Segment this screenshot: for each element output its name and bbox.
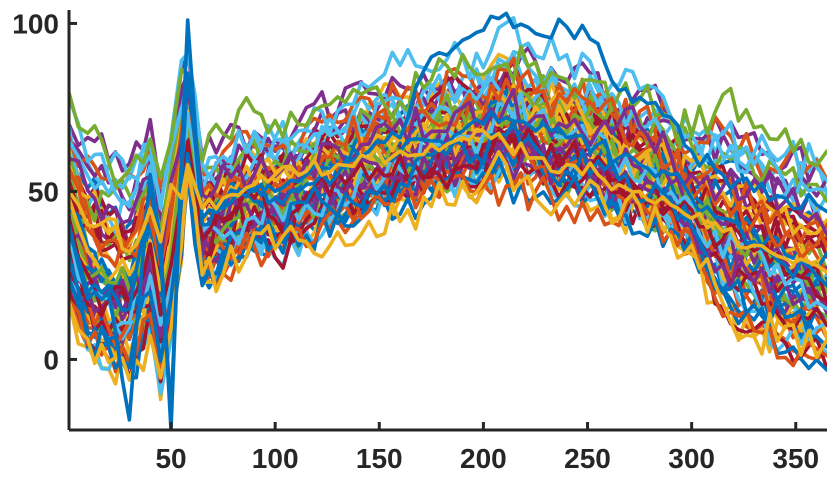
- series-line: [69, 126, 827, 317]
- series-layer: [69, 11, 827, 430]
- highlight-series-line: [69, 127, 827, 274]
- y-tick-label: 50: [28, 176, 59, 207]
- x-tick-label: 50: [155, 443, 186, 474]
- y-tick-label: 0: [43, 344, 59, 375]
- axes: 50 100 150 200 250 300 350 0 50 100: [12, 8, 827, 474]
- y-tick-label: 100: [12, 8, 59, 39]
- x-tick-label: 150: [356, 443, 403, 474]
- series-line: [69, 44, 827, 187]
- x-tick-label: 200: [460, 443, 507, 474]
- x-tick-label: 300: [668, 443, 715, 474]
- x-tick-label: 350: [772, 443, 819, 474]
- x-tick-label: 100: [252, 443, 299, 474]
- highlight-series-line: [69, 11, 827, 412]
- x-tick-label: 250: [564, 443, 611, 474]
- series-line: [69, 150, 827, 382]
